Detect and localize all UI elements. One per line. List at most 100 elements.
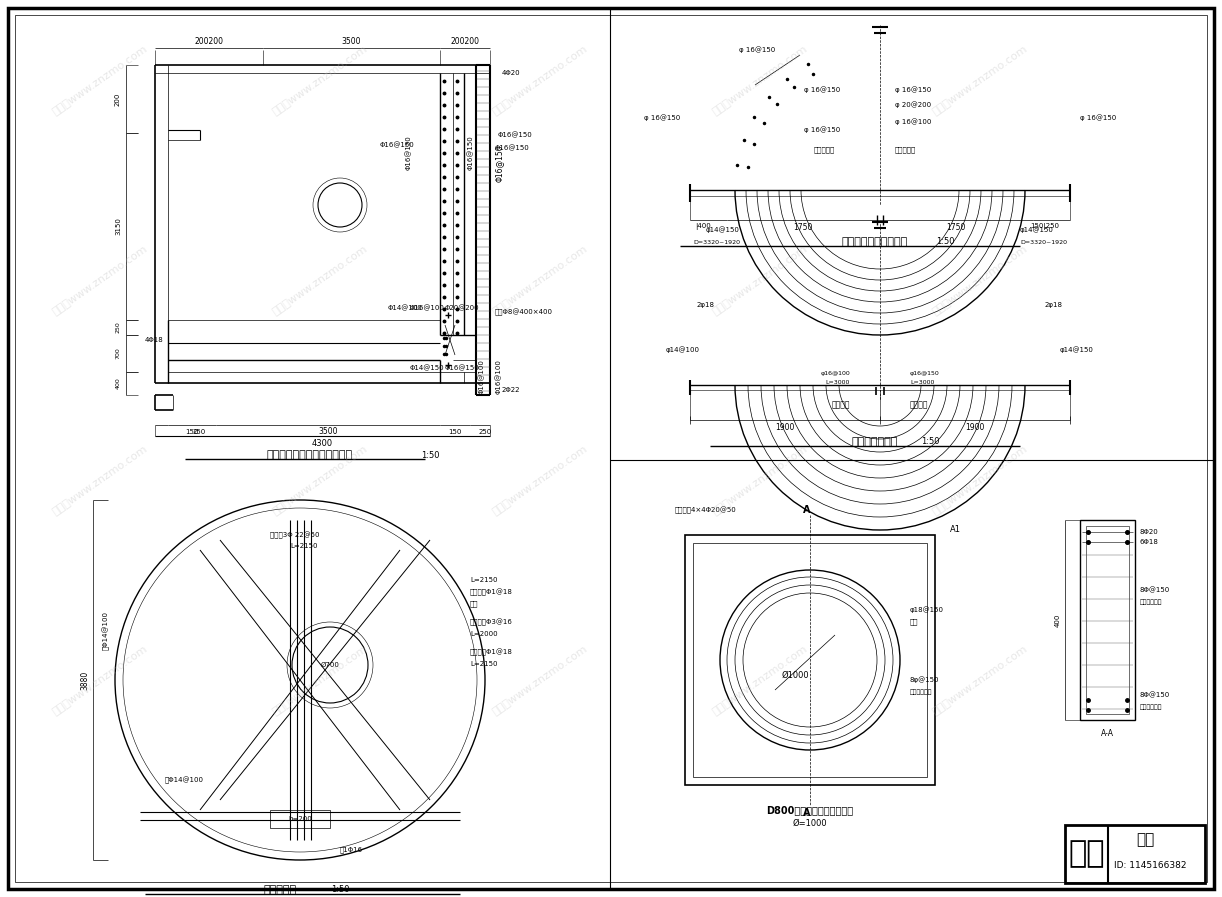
Text: 6Φ18: 6Φ18 (1140, 539, 1158, 545)
Text: L=2150: L=2150 (470, 661, 497, 667)
Text: 1900: 1900 (965, 422, 985, 431)
Text: 知末网www.znzmo.com: 知末网www.znzmo.com (50, 643, 149, 717)
Text: 下1Φ16: 下1Φ16 (340, 847, 363, 853)
Text: 150: 150 (186, 429, 199, 435)
Text: Ø=1000: Ø=1000 (793, 818, 827, 828)
Text: 知末网www.znzmo.com: 知末网www.znzmo.com (931, 243, 1029, 317)
Text: 知末网www.znzmo.com: 知末网www.znzmo.com (931, 643, 1029, 717)
Text: Φ16@150: Φ16@150 (499, 132, 533, 138)
Bar (1086, 526, 1129, 714)
Text: Φ16@150: Φ16@150 (445, 365, 480, 371)
Text: 上、下各Φ1@18: 上、下各Φ1@18 (470, 649, 513, 656)
Text: 4300: 4300 (312, 440, 332, 448)
Text: φ14@100: φ14@100 (666, 346, 700, 353)
Text: Φ16@100: Φ16@100 (478, 360, 484, 395)
Text: A: A (803, 505, 810, 515)
Text: φ 16@150: φ 16@150 (739, 47, 775, 54)
Bar (693, 543, 927, 777)
Text: h=200: h=200 (288, 816, 312, 822)
Text: 知末网www.znzmo.com: 知末网www.znzmo.com (270, 443, 369, 517)
Text: 400: 400 (1055, 614, 1061, 627)
Text: 1750: 1750 (946, 222, 965, 231)
Text: L=2150: L=2150 (470, 577, 497, 583)
Text: 1:50: 1:50 (420, 450, 439, 459)
Text: 8φ@150: 8φ@150 (910, 676, 940, 684)
Text: 井壁配筋图: 井壁配筋图 (814, 147, 835, 153)
Text: 3150: 3150 (115, 217, 121, 235)
Text: Φ14@150: Φ14@150 (411, 365, 445, 371)
Bar (1066, 825, 1205, 883)
Text: φ 20@200: φ 20@200 (895, 101, 931, 109)
Text: 2φ18: 2φ18 (1045, 302, 1063, 308)
Text: D=3320~1920: D=3320~1920 (1020, 239, 1067, 245)
Text: 下Φ14@100: 下Φ14@100 (165, 776, 204, 784)
Text: 知末网www.znzmo.com: 知末网www.znzmo.com (711, 443, 809, 517)
Text: A-A: A-A (1101, 729, 1113, 738)
Text: φ14@150: φ14@150 (1059, 346, 1094, 353)
Text: 4Φ18: 4Φ18 (144, 337, 163, 343)
Text: 知末网www.znzmo.com: 知末网www.znzmo.com (491, 443, 589, 517)
Text: 4Φ20: 4Φ20 (502, 70, 521, 76)
Text: Φ16@150: Φ16@150 (380, 142, 414, 148)
Text: 150: 150 (448, 429, 462, 435)
Text: 知末网www.znzmo.com: 知末网www.znzmo.com (931, 43, 1029, 117)
Text: 400: 400 (116, 377, 121, 389)
Text: 3500: 3500 (318, 428, 337, 437)
Text: L=3000: L=3000 (910, 380, 935, 386)
Text: 知末网www.znzmo.com: 知末网www.znzmo.com (270, 43, 369, 117)
Text: φ 16@100: φ 16@100 (895, 118, 931, 126)
Text: 知末网www.znzmo.com: 知末网www.znzmo.com (491, 43, 589, 117)
Text: 知末网www.znzmo.com: 知末网www.znzmo.com (50, 443, 149, 517)
Text: 知末: 知末 (1069, 840, 1105, 868)
Text: Φ20@200: Φ20@200 (445, 305, 479, 311)
Text: 200200: 200200 (194, 37, 224, 46)
Text: 1:50: 1:50 (920, 438, 940, 447)
Text: 井壁、刀脚配筋平面图: 井壁、刀脚配筋平面图 (842, 237, 908, 247)
Text: L=3000: L=3000 (826, 380, 851, 386)
Text: D=3320~1920: D=3320~1920 (693, 239, 741, 245)
Text: 上、下各Φ1@18: 上、下各Φ1@18 (470, 588, 513, 596)
Text: 知末: 知末 (1136, 832, 1154, 848)
Text: 上下各3Φ 22@50: 上下各3Φ 22@50 (270, 531, 319, 539)
Text: 2φ18: 2φ18 (697, 302, 715, 308)
Text: 环筋: 环筋 (470, 601, 479, 607)
Text: 250: 250 (116, 321, 121, 333)
Text: Φ16@150: Φ16@150 (467, 135, 473, 170)
Text: 700: 700 (116, 347, 121, 359)
Text: 上Φ14@100: 上Φ14@100 (103, 611, 110, 649)
Text: φ14@150: φ14@150 (1020, 227, 1053, 233)
Text: 井壁配筋图: 井壁配筋图 (895, 147, 916, 153)
Text: φ 16@150: φ 16@150 (895, 87, 931, 93)
Text: 200200: 200200 (451, 37, 479, 46)
Text: Φ16@150: Φ16@150 (495, 144, 503, 182)
Text: 箍筋环向分布: 箍筋环向分布 (1140, 599, 1162, 605)
Text: φ 16@150: φ 16@150 (804, 87, 840, 93)
Text: 上、下各Φ3@16: 上、下各Φ3@16 (470, 618, 513, 626)
Text: L=2000: L=2000 (470, 631, 497, 637)
Text: 2Φ22: 2Φ22 (502, 387, 521, 393)
Text: 井壁、刀脚、底板配筋剖面图: 井壁、刀脚、底板配筋剖面图 (266, 450, 353, 460)
Text: 上层配筋: 上层配筋 (831, 400, 851, 410)
Text: 箍筋环向分布: 箍筋环向分布 (1140, 704, 1162, 710)
Text: |400: |400 (695, 223, 711, 231)
Text: 底板配筋平面图: 底板配筋平面图 (852, 437, 898, 447)
Text: 知末网www.znzmo.com: 知末网www.znzmo.com (270, 243, 369, 317)
Text: 8Φ@150: 8Φ@150 (1140, 587, 1171, 593)
Text: 知末网www.znzmo.com: 知末网www.znzmo.com (711, 643, 809, 717)
Text: 3880: 3880 (81, 670, 89, 690)
Bar (1080, 520, 1135, 720)
Bar (686, 535, 935, 785)
Text: 下层配筋: 下层配筋 (910, 400, 929, 410)
Text: φ18@150: φ18@150 (910, 606, 945, 614)
Text: 知末网www.znzmo.com: 知末网www.znzmo.com (50, 243, 149, 317)
Text: Φ16@150: Φ16@150 (404, 135, 412, 170)
Text: Φ16@100: Φ16@100 (411, 305, 445, 311)
Text: 知末网www.znzmo.com: 知末网www.znzmo.com (491, 243, 589, 317)
Text: 1750: 1750 (793, 222, 813, 231)
Text: 1:50: 1:50 (936, 238, 954, 247)
Text: Φ14@100: Φ14@100 (389, 305, 423, 311)
Text: Ø1000: Ø1000 (781, 670, 809, 680)
Text: φ 16@150: φ 16@150 (804, 126, 840, 134)
Text: φ 16@150: φ 16@150 (1080, 115, 1116, 121)
Text: φ16@100: φ16@100 (820, 370, 851, 376)
